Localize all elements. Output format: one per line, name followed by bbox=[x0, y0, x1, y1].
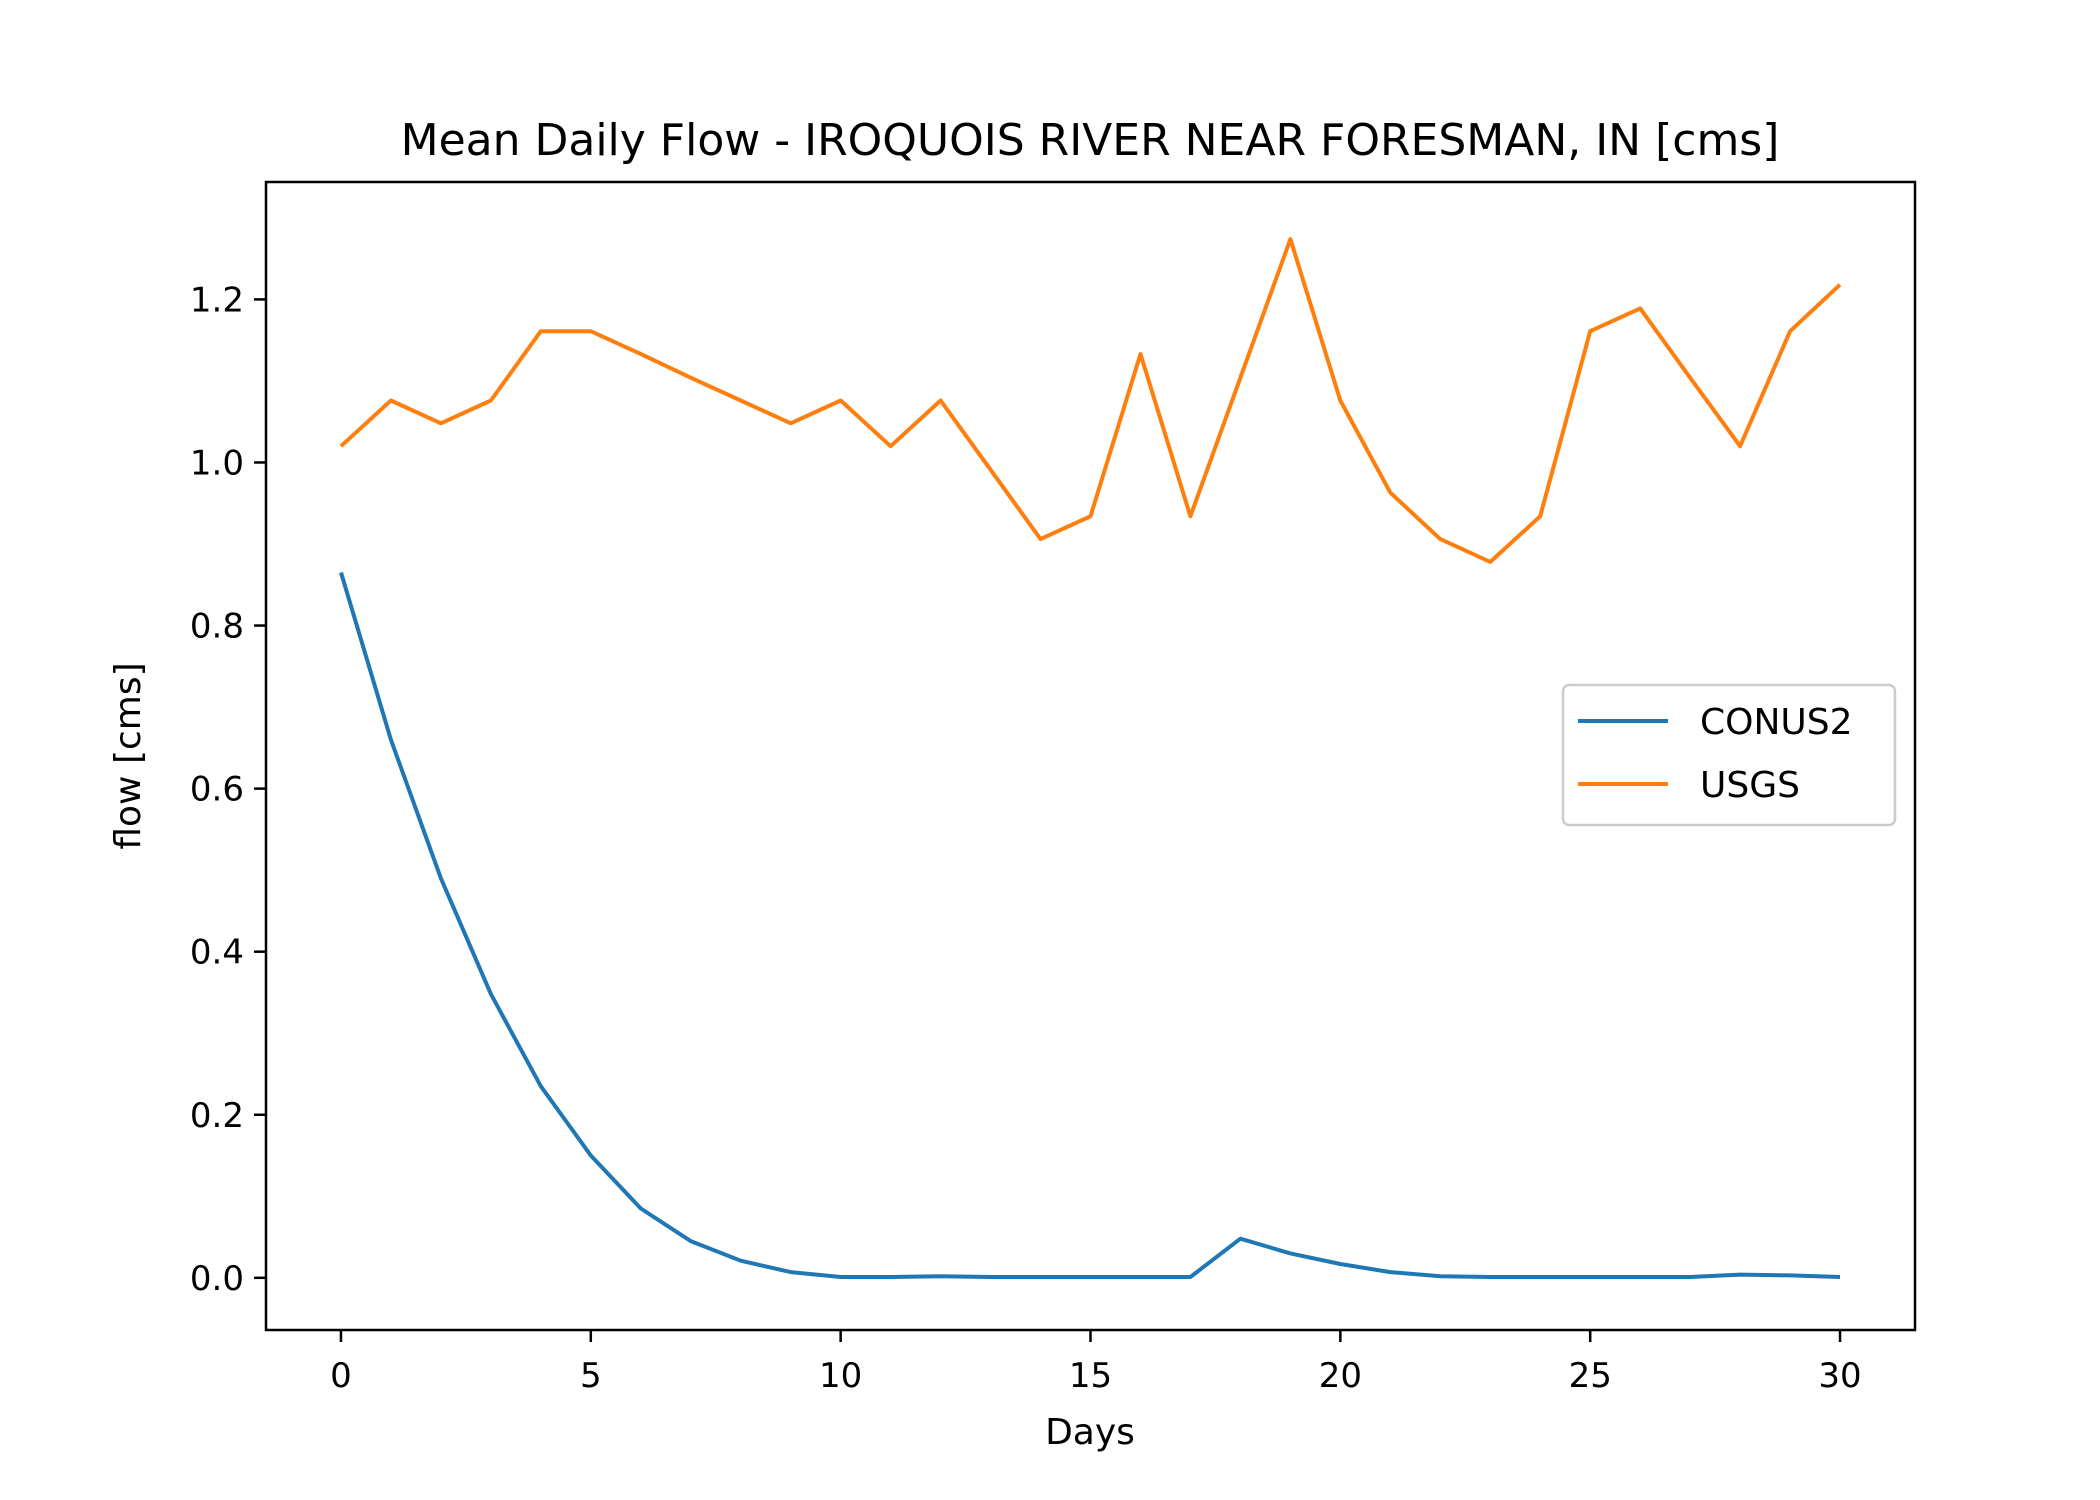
x-tick-label: 5 bbox=[580, 1356, 602, 1396]
y-axis-title: flow [cms] bbox=[108, 662, 149, 849]
x-tick-label: 10 bbox=[819, 1356, 862, 1396]
series-line-usgs bbox=[339, 237, 1842, 564]
y-tick-label: 0.2 bbox=[190, 1096, 244, 1136]
x-tick-label: 25 bbox=[1569, 1356, 1612, 1396]
legend: CONUS2 USGS bbox=[1561, 683, 1897, 827]
y-tick-label: 1.0 bbox=[190, 443, 244, 483]
x-axis-title: Days bbox=[1045, 1412, 1135, 1453]
y-tick-label: 1.2 bbox=[190, 280, 244, 320]
y-tick-label: 0.6 bbox=[190, 770, 244, 810]
x-tick-label: 20 bbox=[1319, 1356, 1362, 1396]
series-lines bbox=[339, 237, 1842, 1279]
y-tick-label: 0.8 bbox=[190, 607, 244, 647]
y-tick-label: 0.4 bbox=[190, 933, 244, 973]
legend-label-conus2: CONUS2 bbox=[1700, 702, 1853, 743]
plot-frame bbox=[264, 180, 1917, 1332]
series-line-conus2 bbox=[339, 571, 1841, 1279]
x-tick-label: 15 bbox=[1069, 1356, 1112, 1396]
x-tick-label: 0 bbox=[330, 1356, 352, 1396]
y-tick-label: 0.0 bbox=[190, 1259, 244, 1299]
chart-title: Mean Daily Flow - IROQUOIS RIVER NEAR FO… bbox=[401, 115, 1780, 166]
x-axis-ticks: 0 5 10 15 20 25 30 bbox=[330, 1330, 1862, 1396]
legend-label-usgs: USGS bbox=[1700, 765, 1800, 806]
x-tick-label: 30 bbox=[1818, 1356, 1861, 1396]
y-axis-ticks: 0.0 0.2 0.4 0.6 0.8 1.0 1.2 bbox=[190, 280, 266, 1299]
